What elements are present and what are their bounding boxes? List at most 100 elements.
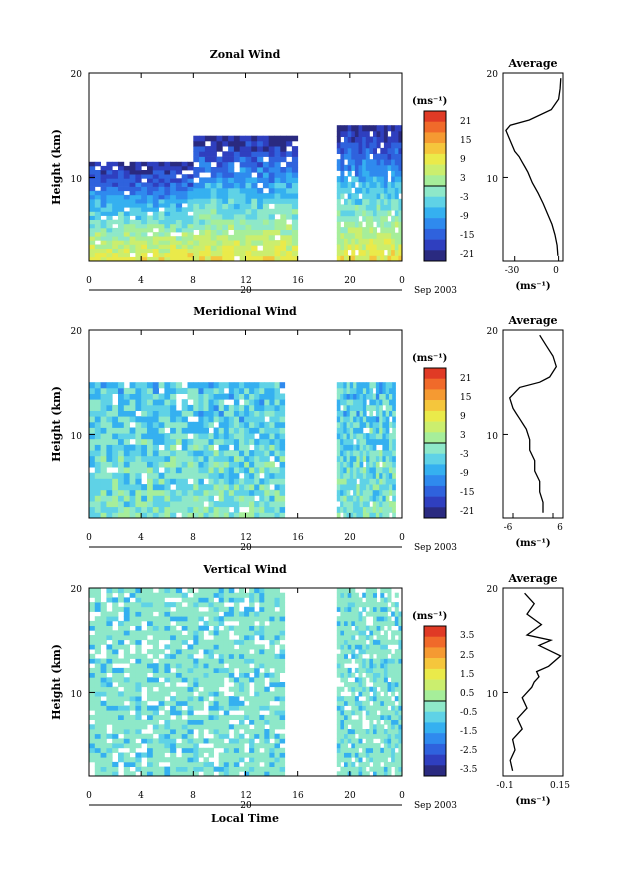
heatmap-cell: [269, 393, 275, 400]
heatmap-cell: [187, 658, 194, 664]
heatmap-cell: [274, 705, 280, 711]
heatmap-cell: [152, 444, 159, 451]
heatmap-cell: [398, 635, 403, 641]
heatmap-cell: [376, 620, 381, 626]
heatmap-cell: [387, 686, 392, 692]
heatmap-cell: [343, 512, 347, 519]
heatmap-cell: [389, 506, 393, 513]
heatmap-cell: [365, 757, 370, 763]
heatmap-cell: [204, 208, 212, 215]
heatmap-cell: [274, 151, 281, 157]
heatmap-cell: [286, 151, 293, 157]
heatmap-cell: [100, 438, 107, 445]
heatmap-cell: [152, 761, 159, 767]
heatmap-cell: [94, 223, 101, 229]
cbar-tick-meridional-7: -21: [460, 507, 475, 517]
heatmap-cell: [264, 450, 270, 457]
heatmap-cell: [175, 733, 183, 739]
heatmap-cell: [362, 506, 367, 513]
heatmap-cell: [392, 393, 396, 400]
heatmap-cell: [170, 404, 177, 411]
heatmap-cell: [269, 472, 275, 479]
heatmap-cell: [336, 244, 341, 251]
heatmap-cell: [213, 658, 220, 664]
heatmap-cell: [347, 616, 352, 622]
heatmap-cell: [118, 219, 125, 225]
heatmap-cell: [223, 588, 230, 594]
heatmap-cell: [336, 187, 341, 194]
heatmap-cell: [383, 164, 388, 171]
heatmap-cell: [100, 182, 107, 187]
heatmap-cell: [369, 649, 374, 655]
heatmap-cell: [387, 714, 392, 720]
heatmap-cell: [373, 181, 377, 188]
heatmap-cell: [359, 438, 364, 445]
heatmap-cell: [387, 625, 392, 631]
heatmap-cell: [387, 752, 392, 758]
heatmap-cell: [269, 710, 275, 716]
heatmap-cell: [147, 174, 154, 179]
heatmap-cell: [106, 450, 113, 457]
heatmap-cell: [213, 387, 220, 394]
heatmap-cell: [340, 461, 344, 468]
heatmap-cell: [279, 495, 286, 502]
heatmap-cell: [233, 733, 240, 739]
heatmap-cell: [245, 187, 252, 194]
heatmap-cell: [193, 766, 199, 772]
heatmap-cell: [365, 658, 370, 664]
heatmap-cell: [254, 427, 260, 434]
colorbar-segment: [424, 626, 446, 637]
heatmap-cell: [340, 611, 345, 617]
heatmap-cell: [369, 416, 374, 423]
heatmap-cell: [344, 649, 348, 655]
heatmap-cell: [379, 382, 383, 389]
heatmap-cell: [291, 245, 299, 251]
heatmap-cell: [233, 766, 240, 772]
heatmap-cell: [383, 682, 388, 688]
heatmap-cell: [244, 495, 250, 502]
heatmap-cell: [269, 495, 275, 502]
heatmap-cell: [147, 649, 154, 655]
heatmap-cell: [264, 667, 270, 673]
heatmap-cell: [118, 387, 125, 394]
heatmap-cell: [141, 174, 148, 179]
heatmap-cell: [147, 506, 154, 513]
heatmap-cell: [291, 240, 299, 246]
heatmap-cell: [392, 421, 396, 428]
heatmap-cell: [203, 766, 209, 772]
heatmap-cell: [254, 644, 260, 650]
heatmap-cell: [391, 743, 396, 749]
heatmap-cell: [112, 738, 119, 744]
heatmap-cell: [218, 649, 225, 655]
heatmap-cell: [175, 244, 183, 249]
heatmap-cell: [112, 700, 119, 706]
heatmap-cell: [152, 194, 159, 200]
heatmap-cell: [274, 172, 281, 178]
heatmap-cell: [269, 512, 275, 519]
heatmap-cell: [164, 771, 171, 777]
heatmap-cell: [274, 667, 280, 673]
heatmap-cell: [213, 427, 220, 434]
heatmap-cell: [280, 198, 287, 204]
heatmap-cell: [223, 393, 230, 400]
heatmap-cell: [198, 399, 204, 406]
heatmap-cell: [100, 489, 107, 496]
heatmap-cell: [340, 455, 344, 462]
heatmap-cell: [170, 771, 177, 777]
heatmap-cell: [268, 156, 275, 163]
heatmap-cell: [392, 484, 396, 491]
heatmap-cell: [193, 198, 200, 204]
profile-xtick-vertical-b: 0.15: [550, 781, 570, 791]
heatmap-cell: [291, 229, 299, 236]
heatmap-cell: [358, 653, 363, 659]
heatmap-cell: [123, 182, 130, 187]
heatmap-cell: [398, 198, 403, 205]
heatmap-cell: [391, 249, 396, 256]
colorbar-segment: [424, 722, 446, 734]
heatmap-cell: [208, 630, 214, 636]
heatmap-cell: [94, 714, 101, 720]
heatmap-cell: [244, 455, 250, 462]
heatmap-cell: [118, 232, 125, 237]
heatmap-cell: [123, 620, 130, 626]
heatmap-cell: [346, 461, 351, 468]
